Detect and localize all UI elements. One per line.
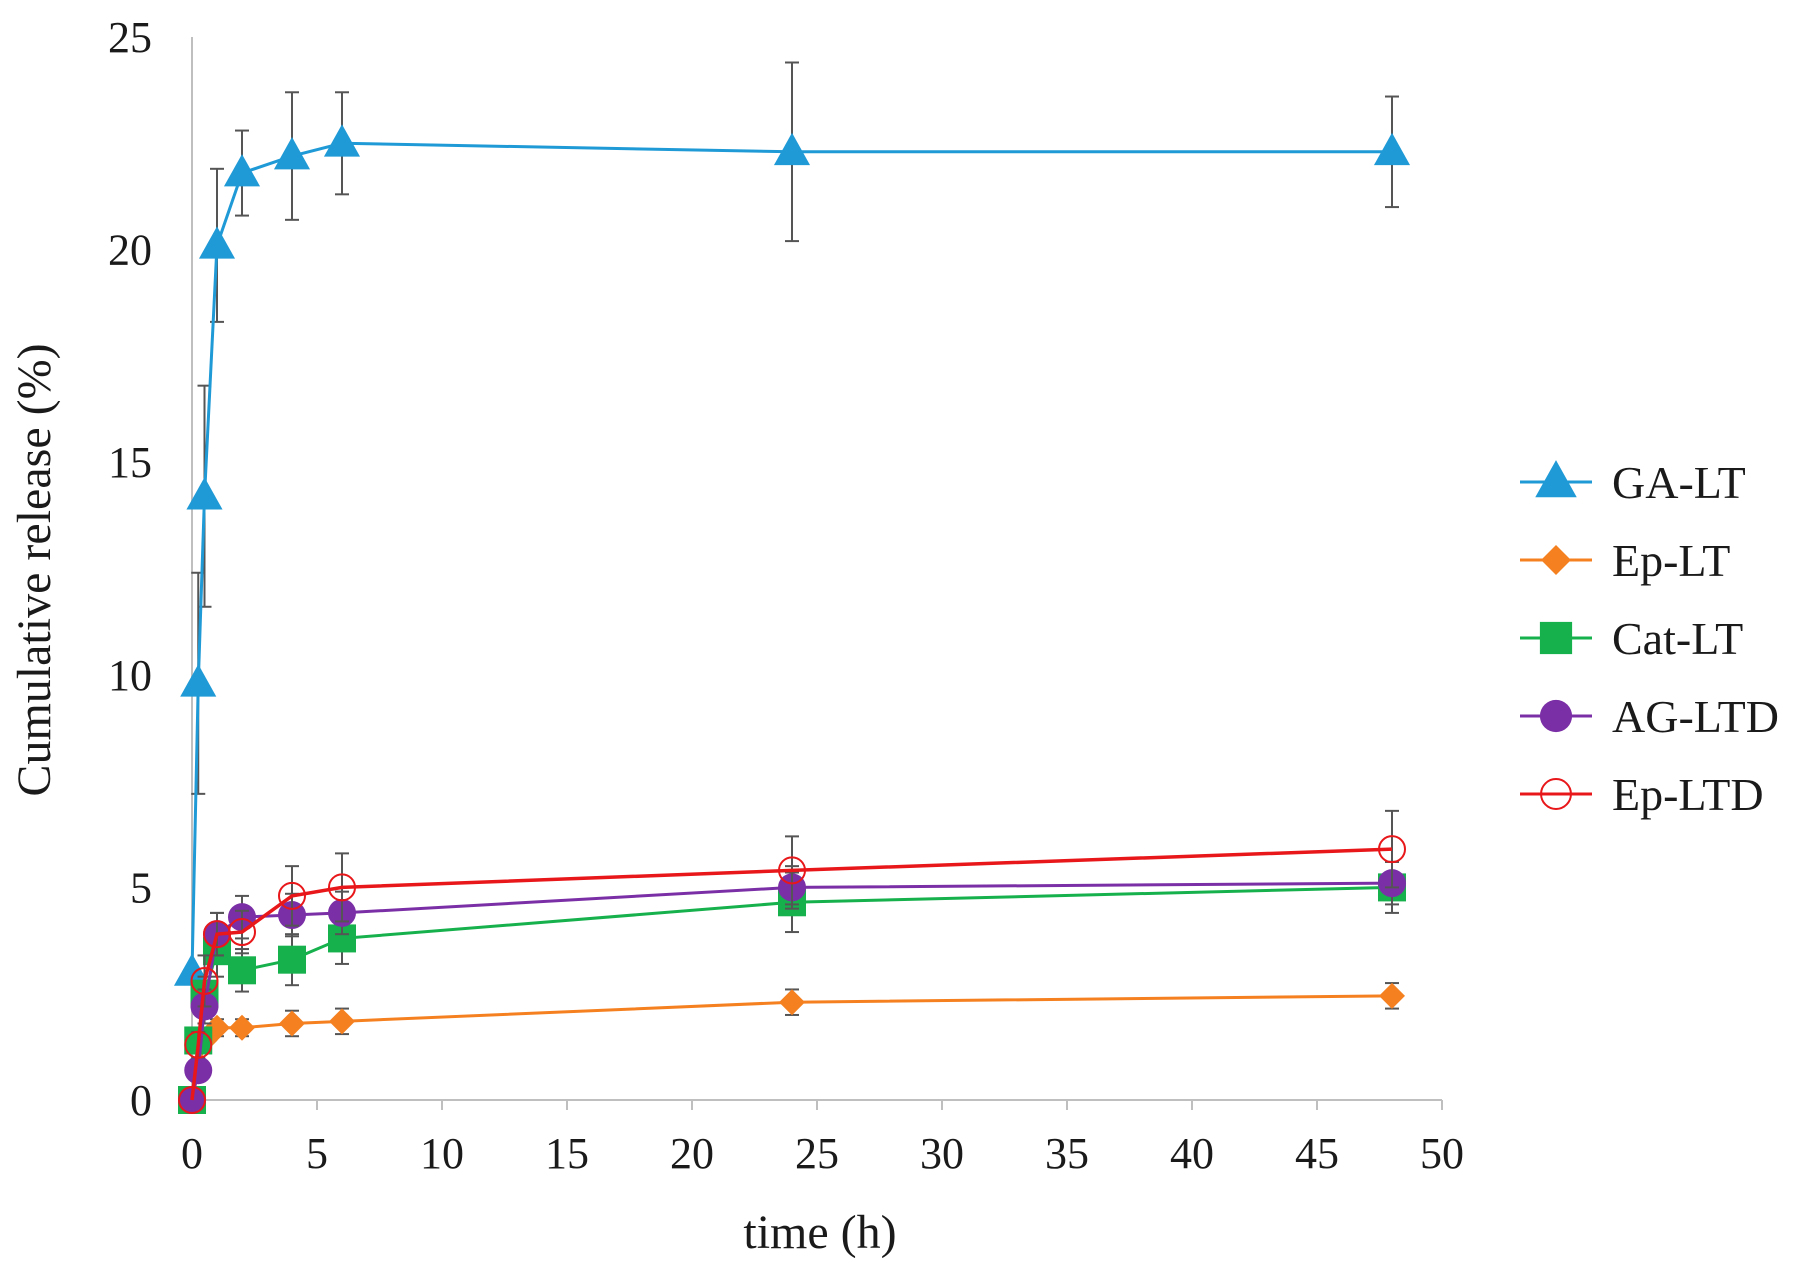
legend-item-cat-lt: Cat-LT [1520,613,1743,664]
data-point [180,664,217,697]
x-tick-label: 5 [306,1129,328,1178]
data-point [1373,132,1411,166]
x-tick-label: 25 [795,1129,839,1178]
legend-label: Ep-LTD [1612,769,1764,820]
y-tick-label: 5 [130,863,152,912]
data-point [223,154,261,187]
series-layer [173,61,1411,1114]
data-point [1379,982,1405,1009]
axes: 0 5 10 15 20 25 0 5 10 15 20 25 30 35 40 45 50 [108,13,1464,1178]
legend-item-ga-lt: GA-LT [1520,457,1746,508]
legend-swatch-marker [1539,699,1573,733]
data-point [773,132,811,166]
data-point [278,881,306,910]
data-point [186,477,223,510]
series-ga-lt [173,61,1411,986]
data-point [190,966,219,995]
legend-label: Ep-LT [1612,535,1730,586]
x-tick-label: 0 [181,1129,203,1178]
y-tick-label: 10 [108,651,152,700]
data-point [279,1010,305,1037]
x-tick-label: 40 [1170,1129,1214,1178]
y-tick-label: 20 [108,226,152,275]
x-tick-label: 20 [670,1129,714,1178]
legend-label: Cat-LT [1612,613,1743,664]
x-tick-label: 50 [1420,1129,1464,1178]
data-point [229,1014,255,1041]
x-tick-label: 35 [1045,1129,1089,1178]
legend-item-ep-lt: Ep-LT [1520,535,1730,586]
legend: GA-LT Ep-LT Cat-LT AG-LTD Ep-LTD [1520,457,1779,820]
x-tick-label: 45 [1295,1129,1339,1178]
legend-swatch-marker [1540,778,1572,810]
data-point [778,856,806,885]
x-tick-label: 30 [920,1129,964,1178]
data-point [278,945,306,974]
data-point [184,1030,213,1059]
x-tick-label: 10 [420,1129,464,1178]
legend-swatch-marker [1539,621,1573,655]
y-tick-label: 0 [130,1076,152,1125]
data-point [198,226,236,259]
x-tick-label: 15 [545,1129,589,1178]
data-point [328,873,356,902]
legend-label: AG-LTD [1612,691,1779,742]
x-axis-title: time (h) [743,1206,896,1259]
legend-label: GA-LT [1612,457,1746,508]
data-point [273,137,311,170]
legend-item-ep-ltd: Ep-LTD [1520,769,1764,820]
y-axis-title: Cumulative release (%) [8,343,61,796]
y-tick-label: 15 [108,438,152,487]
y-tick-label: 25 [108,13,152,62]
legend-item-ag-ltd: AG-LTD [1520,691,1779,742]
data-point [1378,835,1406,864]
data-point [228,918,256,947]
data-point [323,124,361,157]
data-point [184,1056,213,1085]
data-point [178,1086,206,1114]
series-line [190,847,1393,1101]
data-point [779,989,805,1016]
series-ep-lt [179,982,1405,1113]
data-point [329,1008,355,1035]
legend-swatch-marker [1541,545,1571,575]
legend-swatch-marker [1535,460,1577,498]
data-point [228,956,256,985]
series-ep-ltd [178,809,1406,1114]
